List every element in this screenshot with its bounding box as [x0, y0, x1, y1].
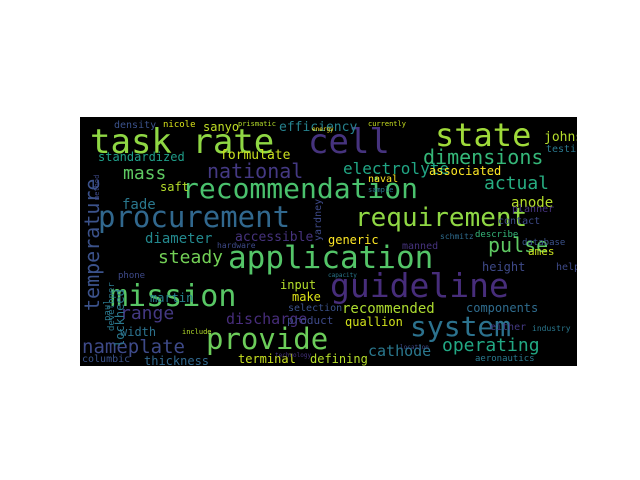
word-schmitz: schmitz [440, 232, 474, 241]
word-saft: saft [160, 180, 189, 194]
word-columbic: columbic [82, 354, 131, 365]
word-national: national [207, 159, 304, 183]
word-discharge: discharge [226, 310, 308, 328]
word-operating: operating [442, 335, 540, 356]
word-provide: provide [206, 322, 329, 356]
word-technology: technology [275, 352, 312, 359]
word-cathode: cathode [368, 342, 432, 360]
word-associated: associated [429, 164, 502, 178]
word-anode: anode [511, 195, 554, 211]
word-components: components [466, 301, 539, 315]
word-planner: planner [512, 204, 555, 215]
word-efficiency: efficiency [279, 120, 358, 135]
word-diameter: diameter [145, 231, 213, 247]
word-width: width [120, 325, 157, 339]
word-ames: ames [528, 245, 555, 258]
word-sanyo: sanyo [203, 120, 240, 134]
word-generic: generic [328, 233, 379, 247]
word-either: either [490, 322, 527, 333]
word-electrolyte: electrolyte [343, 159, 449, 178]
word-terminal: terminal [238, 352, 296, 366]
word-height: height [482, 260, 526, 274]
word-density: density [114, 120, 157, 131]
word-dimensions: dimensions [423, 145, 544, 169]
word-guideline: guideline [330, 266, 509, 305]
word-requirement: requirement [355, 203, 528, 233]
word-mass: mass [123, 163, 167, 184]
word-method: method [93, 174, 101, 201]
word-make: make [292, 290, 321, 304]
word-nameplate: nameplate [82, 336, 185, 358]
word-phone: phone [118, 271, 146, 281]
word-testing: testing [546, 144, 577, 155]
word-application: application [228, 240, 434, 276]
word-cloud: task rate cell state recommendation procurem… [80, 117, 577, 366]
word-cell: cell [308, 122, 390, 162]
word-yardney: yardney [313, 198, 324, 241]
word-nicole: nicole [163, 120, 196, 130]
word-currently: currently [368, 120, 406, 128]
word-selection: selection [288, 303, 343, 314]
word-energy: energy [312, 126, 334, 133]
word-actual: actual [484, 173, 550, 194]
word-naval: naval [368, 174, 399, 185]
word-steady: steady [158, 247, 224, 268]
word-accessible: accessible [235, 230, 314, 245]
word-quallion: quallion [345, 315, 403, 329]
word-industry: industry [532, 324, 571, 333]
word-include: include [182, 328, 212, 336]
word-help: help [556, 262, 577, 273]
word-product: product [287, 314, 334, 327]
word-prismatic: prismatic [238, 120, 276, 128]
word-pulse: pulse [488, 233, 549, 257]
word-system: system [410, 310, 512, 343]
word-describe: describe [475, 230, 519, 240]
word-state: state [435, 117, 532, 154]
word-composition: composition [561, 365, 577, 366]
word-martin: martin [150, 291, 194, 305]
word-recommendation: recommendation [182, 172, 419, 205]
word-procurement: procurement [98, 200, 291, 234]
word-defining: defining [310, 352, 368, 366]
word-input: input [280, 278, 317, 292]
word-manned: manned [402, 241, 439, 252]
word-hardware: hardware [217, 241, 256, 250]
word-formulate: formulate [220, 148, 291, 163]
word-fade: fade [122, 197, 156, 213]
word-contact: contact [498, 216, 541, 227]
word-paul: paul [103, 298, 113, 321]
word-mission: mission [110, 279, 237, 314]
word-aeronautics: aeronautics [475, 354, 535, 364]
word-capacity: capacity [328, 272, 357, 279]
word-task-rate: task rate [90, 122, 275, 162]
word-thickness: thickness [144, 354, 210, 366]
word-recommended: recommended [342, 301, 435, 317]
word-standardized: standardized [98, 150, 185, 164]
word-location: location [400, 344, 429, 351]
word-johnson: johnson [544, 130, 577, 145]
word-database: database [522, 238, 566, 248]
word-sample: sample [368, 186, 394, 194]
word-range: range [120, 303, 175, 324]
